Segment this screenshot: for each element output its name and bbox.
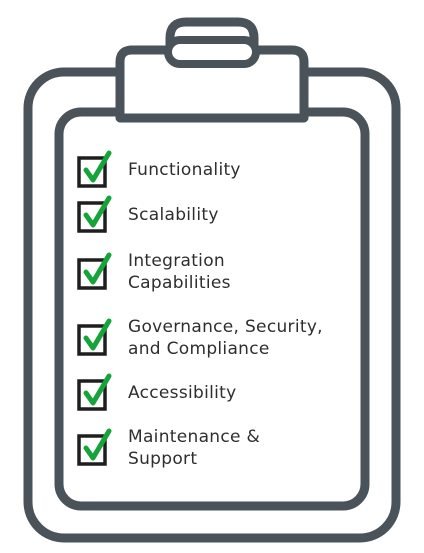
checked-box-icon [76, 150, 120, 190]
checklist-item-functionality: Functionality [76, 150, 366, 190]
checked-box-icon [76, 252, 120, 292]
checklist-item-label: Scalability [128, 205, 219, 225]
checklist-item-accessibility: Accessibility [76, 373, 366, 413]
checklist-item-label: Integration Capabilities [128, 251, 231, 293]
checked-box-icon [76, 195, 120, 235]
checklist-item-integration-capabilities: Integration Capabilities [76, 250, 366, 294]
checklist-item-governance-security-compliance: Governance, Security, and Compliance [76, 316, 366, 360]
checklist-item-label: Functionality [128, 160, 241, 180]
clipboard-clip-slot [164, 36, 260, 68]
checklist-item-label: Accessibility [128, 383, 237, 403]
checklist-item-maintenance-support: Maintenance & Support [76, 426, 366, 470]
checklist-item-label: Governance, Security, and Compliance [128, 317, 323, 359]
checked-box-icon [76, 318, 120, 358]
checklist-item-label: Maintenance & Support [128, 427, 261, 469]
checked-box-icon [76, 373, 120, 413]
checked-box-icon [76, 428, 120, 468]
clipboard-clip [115, 17, 309, 123]
checklist-item-scalability: Scalability [76, 195, 366, 235]
